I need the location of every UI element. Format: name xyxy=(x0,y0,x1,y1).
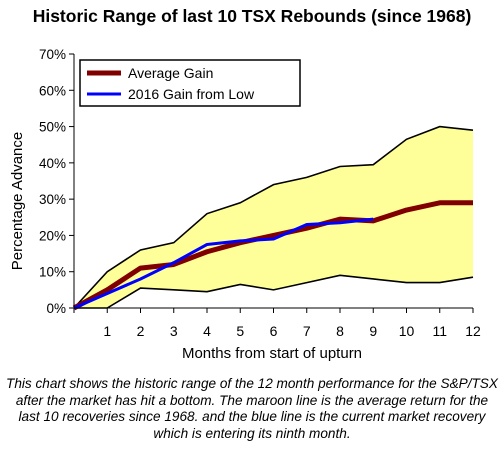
chart-caption: This chart shows the historic range of t… xyxy=(6,376,498,441)
x-axis-label: Months from start of upturn xyxy=(182,345,362,362)
legend: Average Gain 2016 Gain from Low xyxy=(79,59,301,107)
x-tick-label: 6 xyxy=(270,323,278,339)
axis-layer: 0%10%20%30%40%50%60%70%1 2 3 4 5 6 7 8 9 10 11 12 xyxy=(39,47,481,339)
x-tick-label: 1 xyxy=(103,323,111,339)
x-tick-label: 3 xyxy=(170,323,178,339)
range-band-lower-line xyxy=(74,274,474,309)
x-tick-label: 5 xyxy=(236,323,244,339)
chart-title: Historic Range of last 10 TSX Rebounds (… xyxy=(32,6,472,26)
range-band-upper-line xyxy=(73,125,474,309)
chart: 0%10%20%30%40%50%60%70%1 2 3 4 5 6 7 8 9 10 11 12 A… xyxy=(9,47,481,362)
x-tick-label: 7 xyxy=(303,323,311,339)
y-tick-label: 20% xyxy=(39,228,66,243)
legend-label: Average Gain xyxy=(128,65,213,81)
x-tick-label: 12 xyxy=(465,323,481,339)
y-tick-label: 60% xyxy=(39,83,66,98)
x-tick-label: 9 xyxy=(369,323,377,339)
x-tick-label: 4 xyxy=(203,323,211,339)
series-line-1 xyxy=(73,217,374,310)
x-tick-label: 2 xyxy=(137,323,145,339)
y-tick-label: 70% xyxy=(39,47,66,62)
y-tick-label: 0% xyxy=(46,301,66,316)
x-tick-label: 8 xyxy=(336,323,344,339)
x-tick-label: 10 xyxy=(399,323,415,339)
y-tick-label: 50% xyxy=(39,120,66,135)
y-tick-label: 30% xyxy=(39,192,66,207)
y-tick-label: 40% xyxy=(39,156,66,171)
series-line-0 xyxy=(72,200,473,311)
legend-label: 2016 Gain from Low xyxy=(128,86,255,102)
series-layer xyxy=(72,200,473,311)
x-tick-label: 11 xyxy=(432,323,447,339)
legend-box xyxy=(79,59,301,107)
y-axis-label: Percentage Advance xyxy=(9,132,26,270)
y-tick-label: 10% xyxy=(39,265,66,280)
